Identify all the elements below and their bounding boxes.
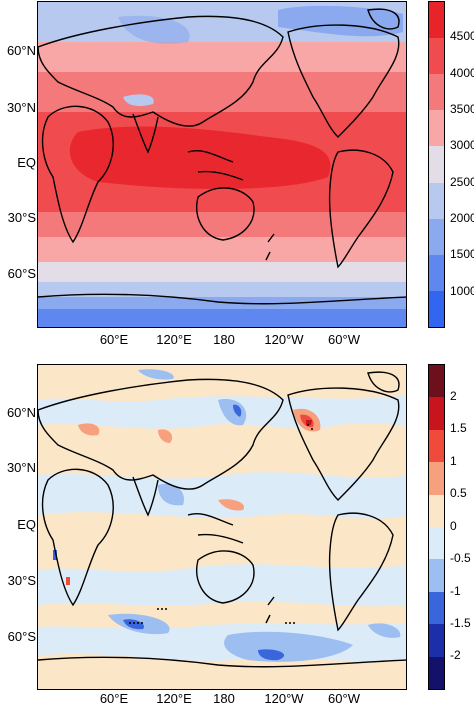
colorbar-segment <box>429 462 444 495</box>
top-coastlines <box>38 8 406 305</box>
colorbar-segment <box>429 365 444 398</box>
bottom-lon-label-120e: 120°E <box>156 691 192 706</box>
bottom-lon-label-180: 180 <box>213 691 235 706</box>
bottom-lon-label-120w: 120°W <box>264 691 304 706</box>
colorbar-segment <box>429 290 444 327</box>
bottom-lon-label-60w: 60°W <box>328 691 360 706</box>
bottom-lat-label-60n: 60°N <box>6 405 36 420</box>
colorbar-segment <box>429 429 444 463</box>
bottom-coastlines <box>38 371 406 668</box>
colorbar-segment <box>429 146 444 183</box>
top-colorbar-tick: 1000 <box>450 284 474 298</box>
bottom-map-frame <box>37 364 407 690</box>
top-colorbar-tick: 4000 <box>450 66 474 80</box>
colorbar-segment <box>429 254 444 291</box>
bottom-lat-label-60s: 60°S <box>7 629 36 644</box>
bottom-colorbar <box>428 364 445 690</box>
top-lat-label-30n: 30°N <box>6 100 36 115</box>
top-lon-label-180: 180 <box>213 332 235 347</box>
bottom-colorbar-ticks: 2 1.5 1 0.5 0 -0.5 -1 -1.5 -2 <box>428 364 474 690</box>
colorbar-segment <box>429 494 444 527</box>
bottom-lat-label-30n: 30°N <box>6 460 36 475</box>
top-lat-label-60s: 60°S <box>7 266 36 281</box>
top-lon-label-60e: 60°E <box>99 332 129 347</box>
top-colorbar-tick: 2000 <box>450 211 474 225</box>
bottom-colorbar-tick: 1 <box>450 454 457 468</box>
bottom-colorbar-tick: -0.5 <box>450 551 471 565</box>
top-lon-label-120e: 120°E <box>156 332 192 347</box>
top-lat-label-eq: EQ <box>17 155 36 170</box>
top-colorbar-tick: 3000 <box>450 138 474 152</box>
colorbar-segment <box>429 591 444 625</box>
top-colorbar-tick: 2500 <box>450 175 474 189</box>
colorbar-segment <box>429 559 444 592</box>
significance-dots <box>129 424 313 624</box>
bottom-lat-label-eq: EQ <box>17 517 36 532</box>
top-lat-label-60n: 60°N <box>6 43 36 58</box>
bottom-lat-label-30s: 30°S <box>7 573 36 588</box>
bottom-colorbar-tick: -1 <box>450 584 461 598</box>
top-map-frame <box>37 1 407 328</box>
colorbar-segment <box>429 110 444 147</box>
colorbar-segment <box>429 74 444 111</box>
bottom-colorbar-tick: -2 <box>450 648 461 662</box>
colorbar-segment <box>429 218 444 255</box>
bottom-map-field <box>38 365 406 689</box>
top-map-field <box>38 2 406 327</box>
top-lon-label-120w: 120°W <box>264 332 304 347</box>
top-colorbar-ticks: 4500 4000 3500 3000 2500 2000 1500 1000 <box>428 1 474 328</box>
top-colorbar-tick: 1500 <box>450 247 474 261</box>
top-lat-label-30s: 30°S <box>7 210 36 225</box>
colorbar-segment <box>429 656 444 689</box>
colorbar-segment <box>429 397 444 430</box>
colorbar-segment <box>429 2 444 39</box>
bottom-colorbar-tick: -1.5 <box>450 616 471 630</box>
colorbar-segment <box>429 182 444 219</box>
bottom-colorbar-tick: 0 <box>450 519 457 533</box>
top-colorbar-tick: 4500 <box>450 29 474 43</box>
colorbar-segment <box>429 38 444 75</box>
bottom-colorbar-tick: 1.5 <box>450 421 467 435</box>
colorbar-segment <box>429 624 444 657</box>
bottom-colorbar-tick: 0.5 <box>450 486 467 500</box>
bottom-lon-label-60e: 60°E <box>99 691 129 706</box>
top-colorbar-tick: 3500 <box>450 102 474 116</box>
top-colorbar <box>428 1 445 328</box>
bottom-colorbar-tick: 2 <box>450 389 457 403</box>
colorbar-segment <box>429 526 444 560</box>
top-lon-label-60w: 60°W <box>328 332 360 347</box>
